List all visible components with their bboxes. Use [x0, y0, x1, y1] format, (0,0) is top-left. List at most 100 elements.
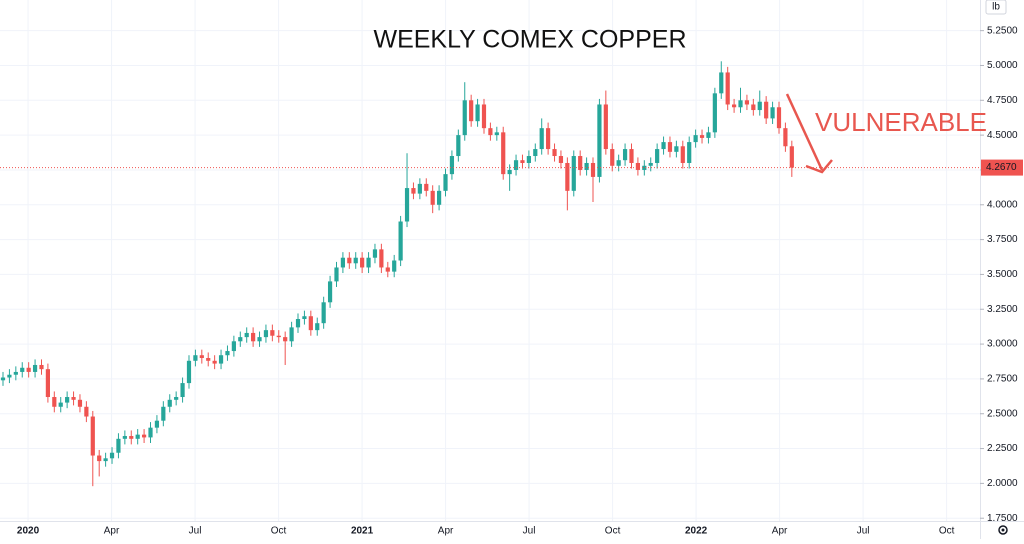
candle-body: [770, 107, 775, 119]
candle-body: [283, 337, 288, 342]
candle-body: [116, 438, 121, 453]
y-tick-label: 4.0000: [987, 199, 1018, 210]
candle-body: [154, 420, 160, 428]
candle-body: [526, 156, 531, 163]
candle-body: [674, 146, 679, 152]
candle-body: [667, 142, 673, 152]
candle-body: [340, 257, 345, 268]
candle-body: [199, 355, 204, 359]
last-price-label: 4.2670: [986, 162, 1017, 173]
x-tick-label: Apr: [772, 526, 788, 537]
candle-body: [90, 416, 95, 456]
candle-body: [546, 128, 551, 150]
candle-body: [270, 330, 275, 336]
candle-body: [552, 149, 557, 157]
candle-body: [302, 316, 307, 320]
candle-body: [751, 104, 756, 111]
candle-body: [39, 364, 44, 370]
candle-body: [180, 383, 185, 398]
candles: [0, 61, 794, 487]
candle-body: [610, 149, 615, 166]
y-tick-label: 3.0000: [987, 339, 1018, 350]
candle-body: [334, 267, 339, 282]
candle-body: [295, 319, 301, 328]
candle-body: [174, 397, 179, 400]
annotation: VULNERABLE: [815, 107, 987, 137]
candle-body: [719, 72, 724, 94]
candle-body: [725, 72, 730, 105]
candle-body: [231, 341, 236, 352]
candle-body: [597, 104, 602, 177]
y-tick-label: 5.0000: [987, 60, 1018, 71]
candle-body: [635, 162, 641, 170]
candle-body: [616, 160, 621, 166]
candle-body: [693, 135, 698, 143]
candle-body: [417, 183, 422, 194]
y-tick-label: 3.5000: [987, 269, 1018, 280]
candle-body: [379, 249, 384, 268]
y-tick-label: 4.5000: [987, 130, 1018, 141]
candle-body: [424, 183, 429, 191]
candle-body: [488, 128, 493, 136]
annotation-arrowhead: [805, 159, 833, 174]
candle-body: [7, 374, 12, 378]
candle-body: [263, 330, 269, 338]
candle-body: [456, 135, 461, 157]
settings-icon[interactable]: [998, 525, 1008, 535]
x-tick-label: Apr: [438, 526, 454, 537]
candle-body: [411, 188, 416, 194]
candle-body: [783, 128, 788, 147]
x-tick-label: 2021: [351, 526, 374, 537]
candle-body: [360, 257, 365, 268]
candle-body: [571, 156, 576, 191]
candle-body: [321, 302, 326, 324]
candle-body: [475, 104, 480, 122]
candle-body: [45, 369, 50, 398]
candle-body: [129, 436, 134, 439]
candle-body: [622, 149, 628, 161]
candle-body: [533, 149, 538, 157]
candle-body: [353, 257, 358, 264]
x-tick-label: Apr: [104, 526, 120, 537]
y-tick-label: 3.7500: [987, 234, 1018, 245]
candle-body: [289, 327, 294, 342]
candle-body: [315, 323, 320, 331]
candle-body: [629, 149, 634, 163]
candle-body: [385, 267, 390, 272]
x-tick-label: Oct: [605, 526, 621, 537]
candle-body: [764, 101, 769, 119]
candle-body: [109, 452, 115, 459]
candle-body: [58, 402, 63, 407]
x-tick-label: Oct: [271, 526, 287, 537]
y-tick-label: 3.2500: [987, 304, 1018, 315]
candle-body: [148, 427, 153, 438]
candle-body: [135, 434, 140, 439]
candle-body: [32, 364, 38, 372]
candle-body: [84, 406, 89, 417]
candle-body: [193, 355, 198, 361]
unit-label[interactable]: lb: [992, 2, 1000, 13]
candle-body: [20, 367, 25, 372]
candle-body: [430, 190, 435, 205]
candle-body: [655, 149, 660, 163]
candle-body: [308, 316, 313, 331]
y-tick-label: 2.2500: [987, 443, 1018, 454]
candle-body: [699, 135, 705, 138]
last-price-badge: [981, 159, 1023, 176]
candle-body: [257, 337, 262, 342]
annotation-arrow: [785, 93, 824, 171]
candle-body: [501, 132, 506, 175]
candle-body: [366, 257, 371, 268]
candle-body: [558, 156, 564, 163]
candle-body: [648, 162, 653, 166]
candle-body: [97, 455, 102, 462]
candle-body: [212, 360, 217, 364]
candle-body: [578, 156, 583, 170]
x-tick-label: Jul: [857, 526, 870, 537]
candle-body: [520, 160, 525, 163]
candle-body: [218, 355, 224, 364]
unit-button[interactable]: [985, 0, 1007, 15]
candle-body: [590, 162, 596, 177]
candle-body: [392, 260, 397, 272]
